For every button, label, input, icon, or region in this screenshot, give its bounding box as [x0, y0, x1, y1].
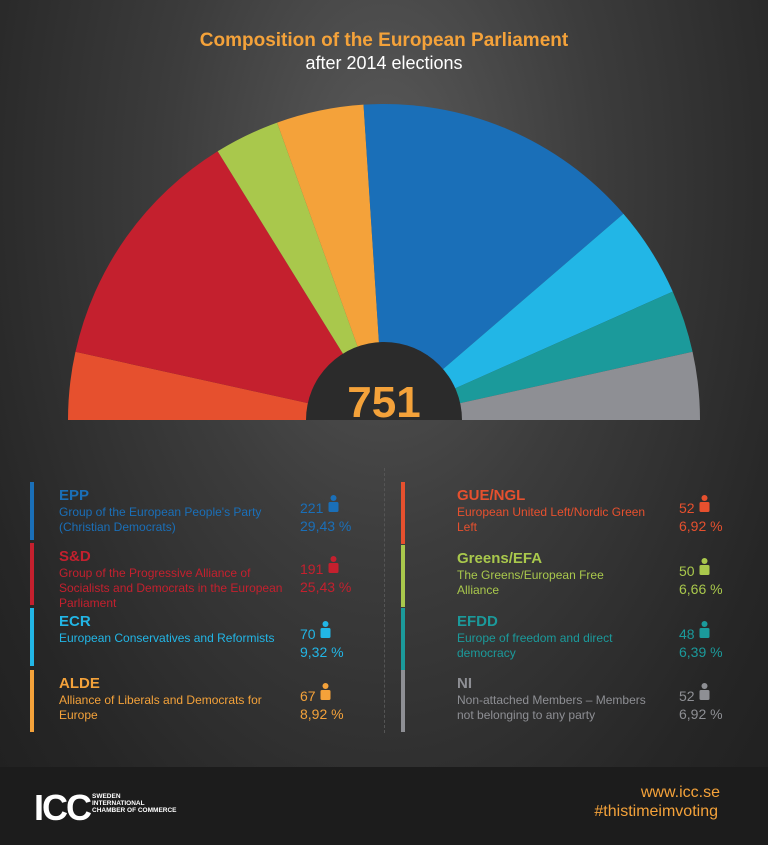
legend-description: Alliance of Liberals and Democrats for E… — [59, 693, 262, 722]
legend-item-ecr: ECR European Conservatives and Reformists… — [30, 608, 370, 666]
legend-seats: 48 — [679, 626, 695, 642]
legend-color-bar — [401, 482, 405, 544]
legend-abbr: GUE/NGL — [457, 487, 526, 504]
legend-item-epp: EPP Group of the European People's Party … — [30, 482, 370, 540]
legend-color-bar — [401, 670, 405, 732]
slice-ni — [384, 351, 700, 420]
person-icon — [328, 495, 339, 512]
person-icon — [328, 556, 339, 573]
legend-percentage: 25,43 % — [300, 579, 352, 595]
legend-seats: 191 — [300, 561, 324, 577]
legend-description: Europe of freedom and direct democracy — [457, 631, 613, 660]
logo-sub-chamber: CHAMBER OF COMMERCE — [92, 807, 177, 814]
person-icon — [699, 621, 710, 638]
legend-description: European Conservatives and Reformists — [59, 631, 275, 645]
slice-s-d — [75, 151, 384, 420]
legend-item-gue-ngl: GUE/NGL European United Left/Nordic Green… — [401, 482, 741, 544]
total-seats: 751 — [347, 378, 421, 427]
legend-description: Group of the European People's Party (Ch… — [59, 505, 262, 534]
person-icon — [699, 558, 710, 575]
slice-greens-efa — [217, 122, 384, 420]
legend-seats: 52 — [679, 688, 695, 704]
legend-abbr: ALDE — [59, 675, 100, 692]
legend-abbr: NI — [457, 675, 472, 692]
legend-seats: 70 — [300, 626, 316, 642]
legend-color-bar — [401, 545, 405, 607]
legend-description: The Greens/European Free Alliance — [457, 568, 604, 597]
person-icon — [699, 495, 710, 512]
legend-percentage: 6,92 % — [679, 706, 723, 722]
parliament-semicircle-chart — [68, 103, 700, 420]
chart-subtitle: after 2014 elections — [305, 53, 463, 73]
legend-abbr: EFDD — [457, 613, 498, 630]
icc-logo: ICC — [34, 787, 92, 828]
legend-item-efdd: EFDD Europe of freedom and direct democra… — [401, 608, 741, 670]
icc-logo-subtext: SWEDEN INTERNATIONAL CHAMBER OF COMMERCE — [92, 793, 177, 814]
legend-description: Non-attached Members – Members not belon… — [457, 693, 646, 722]
legend-color-bar — [30, 670, 34, 732]
legend-seats: 52 — [679, 500, 695, 516]
logo-sub-sweden: SWEDEN — [92, 793, 121, 800]
legend-abbr: Greens/EFA — [457, 550, 543, 567]
legend-description: European United Left/Nordic Green Left — [457, 505, 646, 534]
slice-efdd — [384, 291, 693, 420]
legend-percentage: 29,43 % — [300, 518, 352, 534]
legend-abbr: EPP — [59, 487, 90, 504]
person-icon — [320, 683, 331, 700]
legend-item-alde: ALDE Alliance of Liberals and Democrats f… — [30, 670, 370, 732]
legend-abbr: ECR — [59, 613, 91, 630]
legend-item-s-d: S&D Group of the Progressive Alliance of … — [30, 543, 370, 610]
legend-item-greens-efa: Greens/EFA The Greens/European Free Allia… — [401, 545, 741, 607]
website-link[interactable]: www.icc.se — [640, 784, 720, 801]
slice-alde — [277, 104, 384, 420]
slice-ecr — [384, 213, 673, 420]
legend-color-bar — [30, 608, 34, 666]
legend-percentage: 6,66 % — [679, 581, 723, 597]
legend-color-bar — [30, 482, 34, 540]
legend-color-bar — [30, 543, 34, 605]
person-icon — [320, 621, 331, 638]
logo-sub-international: INTERNATIONAL — [92, 800, 145, 807]
legend-color-bar — [401, 608, 405, 670]
legend-percentage: 6,39 % — [679, 644, 723, 660]
slice-gue-ngl — [68, 351, 384, 420]
legend-seats: 221 — [300, 500, 324, 516]
legend-divider — [384, 468, 386, 733]
legend-percentage: 9,32 % — [300, 644, 344, 660]
legend-seats: 67 — [300, 688, 316, 704]
slice-epp — [363, 103, 624, 420]
chart-title: Composition of the European Parliament — [199, 30, 569, 51]
hashtag: #thistimeimvoting — [594, 803, 718, 820]
legend-abbr: S&D — [59, 548, 91, 565]
person-icon — [699, 683, 710, 700]
legend-percentage: 8,92 % — [300, 706, 344, 722]
legend-item-ni: NI Non-attached Members – Members not bel… — [401, 670, 741, 732]
center-hub — [306, 342, 462, 420]
footer — [0, 767, 768, 845]
legend-seats: 50 — [679, 563, 695, 579]
legend-percentage: 6,92 % — [679, 518, 723, 534]
legend-description: Group of the Progressive Alliance of Soc… — [59, 566, 283, 610]
